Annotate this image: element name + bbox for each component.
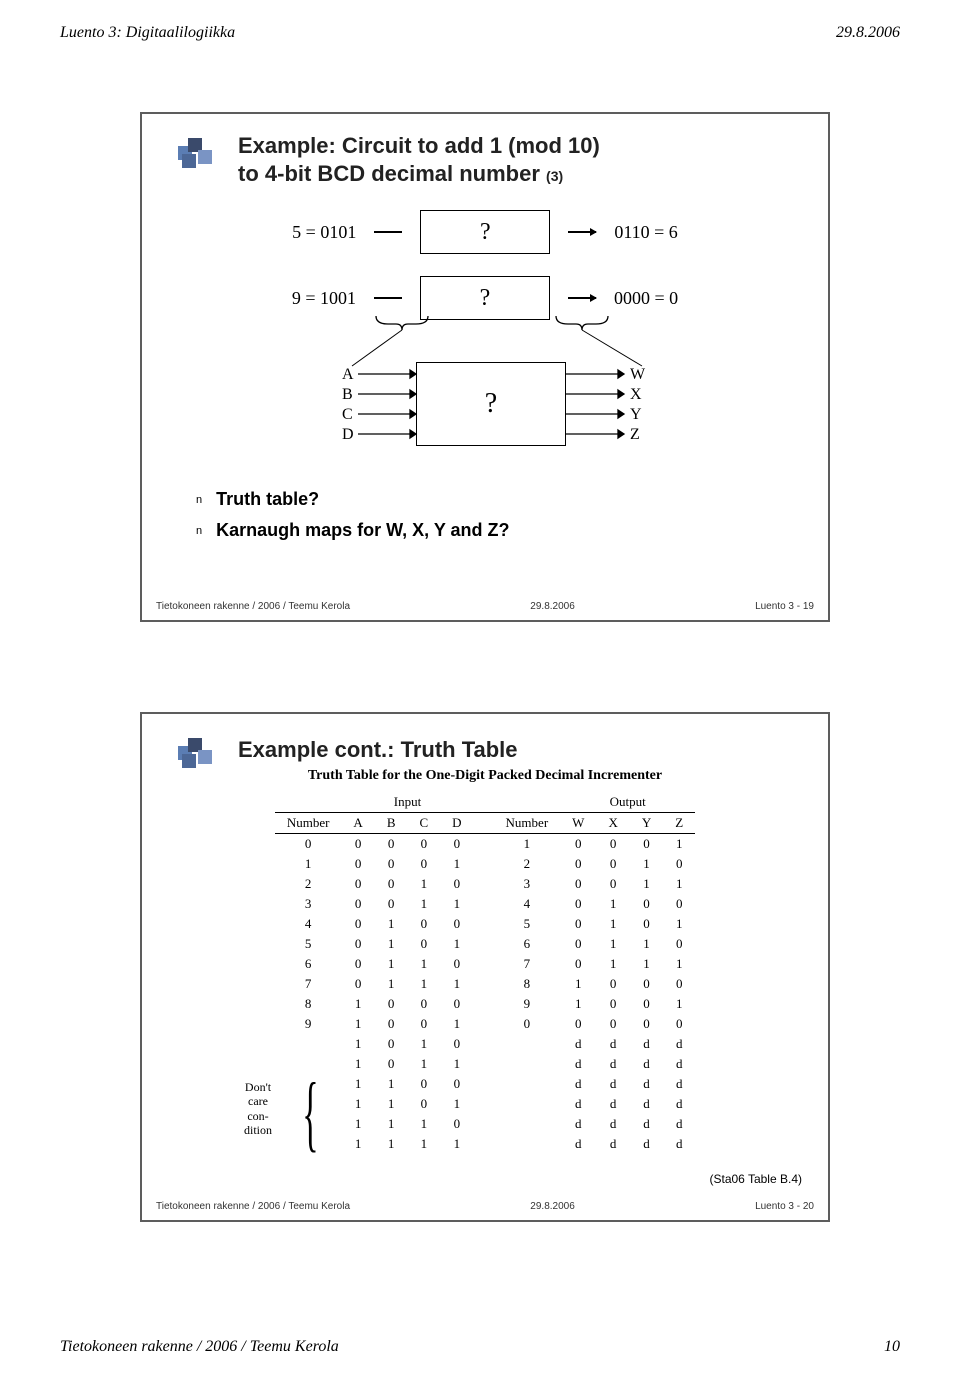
slide-title: Example: Circuit to add 1 (mod 10) to 4-… xyxy=(238,132,600,187)
footer-left: Tietokoneen rakenne / 2006 / Teemu Kerol… xyxy=(156,601,350,612)
input-arrows xyxy=(358,362,418,446)
bullet-2: nKarnaugh maps for W, X, Y and Z? xyxy=(196,515,510,546)
row1-left: 5 = 0101 xyxy=(292,222,356,243)
truth-table: InputOutputNumberABCDNumberWXYZ000001000… xyxy=(275,792,695,1154)
citation: (Sta06 Table B.4) xyxy=(709,1172,802,1186)
footer-right: Luento 3 - 19 xyxy=(755,601,814,612)
truth-table-caption: Truth Table for the One-Digit Packed Dec… xyxy=(142,768,828,784)
footer-mid: 29.8.2006 xyxy=(530,601,575,612)
slide-footer: Tietokoneen rakenne / 2006 / Teemu Kerol… xyxy=(156,601,814,612)
footer-left: Tietokoneen rakenne / 2006 / Teemu Kerol… xyxy=(156,1201,350,1212)
label-a: A xyxy=(342,366,354,384)
label-z: Z xyxy=(630,426,640,444)
label-x: X xyxy=(630,386,642,404)
bullet-list: nTruth table? nKarnaugh maps for W, X, Y… xyxy=(196,484,510,545)
logic-box: ? xyxy=(420,210,550,254)
logic-box-main: ? xyxy=(416,362,566,446)
slide-2: Example cont.: Truth Table Truth Table f… xyxy=(140,712,830,1222)
slide-footer: Tietokoneen rakenne / 2006 / Teemu Kerol… xyxy=(156,1201,814,1212)
output-arrows xyxy=(566,362,626,446)
title-line-1: Example: Circuit to add 1 (mod 10) xyxy=(238,132,600,160)
row1-right: 0110 = 6 xyxy=(614,222,677,243)
page-footer-left: Tietokoneen rakenne / 2006 / Teemu Kerol… xyxy=(60,1338,339,1356)
slide-title: Example cont.: Truth Table xyxy=(238,736,518,764)
title-line-2: to 4-bit BCD decimal number (3) xyxy=(238,160,600,188)
footer-right: Luento 3 - 20 xyxy=(755,1201,814,1212)
brace-connectors xyxy=(342,328,652,368)
connector xyxy=(374,231,402,233)
label-d: D xyxy=(342,426,354,444)
page-footer-right: 10 xyxy=(884,1338,900,1356)
slide-icon xyxy=(176,132,224,172)
connector xyxy=(374,297,402,299)
diagram-row-2: 9 = 1001 ? 0000 = 0 xyxy=(142,276,828,320)
footer-mid: 29.8.2006 xyxy=(530,1201,575,1212)
brace-icon: { xyxy=(302,1064,318,1162)
page-header: Luento 3: Digitaalilogiikka 29.8.2006 xyxy=(60,24,900,42)
dont-care-label: Don'tcarecon-dition xyxy=(244,1080,272,1138)
row2-right: 0000 = 0 xyxy=(614,288,678,309)
arrow-connector xyxy=(568,297,596,299)
label-w: W xyxy=(630,366,645,384)
label-c: C xyxy=(342,406,353,424)
bullet-1: nTruth table? xyxy=(196,484,510,515)
row2-left: 9 = 1001 xyxy=(292,288,356,309)
diagram-row-1: 5 = 0101 ? 0110 = 6 xyxy=(142,210,828,254)
logic-box: ? xyxy=(420,276,550,320)
io-diagram: A B C D ? W X Y Z xyxy=(342,362,642,454)
slide-1: Example: Circuit to add 1 (mod 10) to 4-… xyxy=(140,112,830,622)
page-footer: Tietokoneen rakenne / 2006 / Teemu Kerol… xyxy=(60,1338,900,1356)
label-b: B xyxy=(342,386,353,404)
header-left: Luento 3: Digitaalilogiikka xyxy=(60,24,235,42)
slide-icon xyxy=(176,732,224,772)
arrow-connector xyxy=(568,231,596,233)
label-y: Y xyxy=(630,406,642,424)
header-right: 29.8.2006 xyxy=(836,24,900,42)
